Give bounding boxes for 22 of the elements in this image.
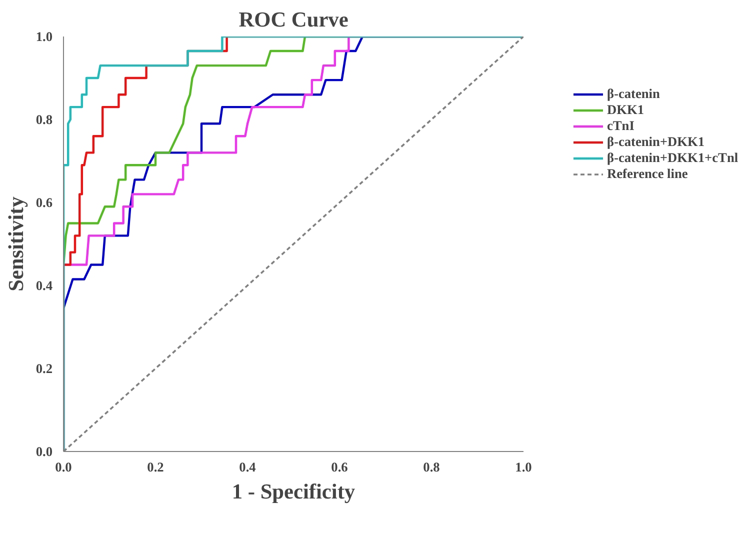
- line-series: [64, 36, 524, 452]
- legend-label: β-catenin+DKK1+cTnl: [607, 150, 738, 166]
- y-tick-label: 0.6: [36, 195, 53, 210]
- legend-label: cTnI: [607, 118, 634, 134]
- legend-label: Reference line: [607, 166, 688, 182]
- chart-title: ROC Curve: [238, 8, 348, 32]
- x-tick-label: 0.8: [423, 460, 440, 474]
- y-tick-label: 0.8: [36, 112, 53, 127]
- y-tick-label: 1.0: [36, 29, 53, 44]
- x-tick-label: 0.6: [331, 460, 348, 474]
- y-tick-label: 0.0: [36, 444, 53, 459]
- x-axis-title: 1 - Specificity: [232, 480, 356, 504]
- x-tick-label: 0.4: [239, 460, 256, 474]
- legend-label: β-catenin: [607, 86, 660, 102]
- y-axis-title: Sensitivity: [4, 196, 28, 292]
- x-tick-label: 0.2: [147, 460, 164, 474]
- legend-label: DKK1: [607, 102, 644, 118]
- legend-label: β-catenin+DKK1: [607, 134, 705, 150]
- x-tick-label: 0.0: [55, 460, 72, 474]
- y-tick-label: 0.4: [36, 278, 53, 293]
- y-tick-label: 0.2: [36, 361, 53, 376]
- x-tick-label: 1.0: [515, 460, 532, 474]
